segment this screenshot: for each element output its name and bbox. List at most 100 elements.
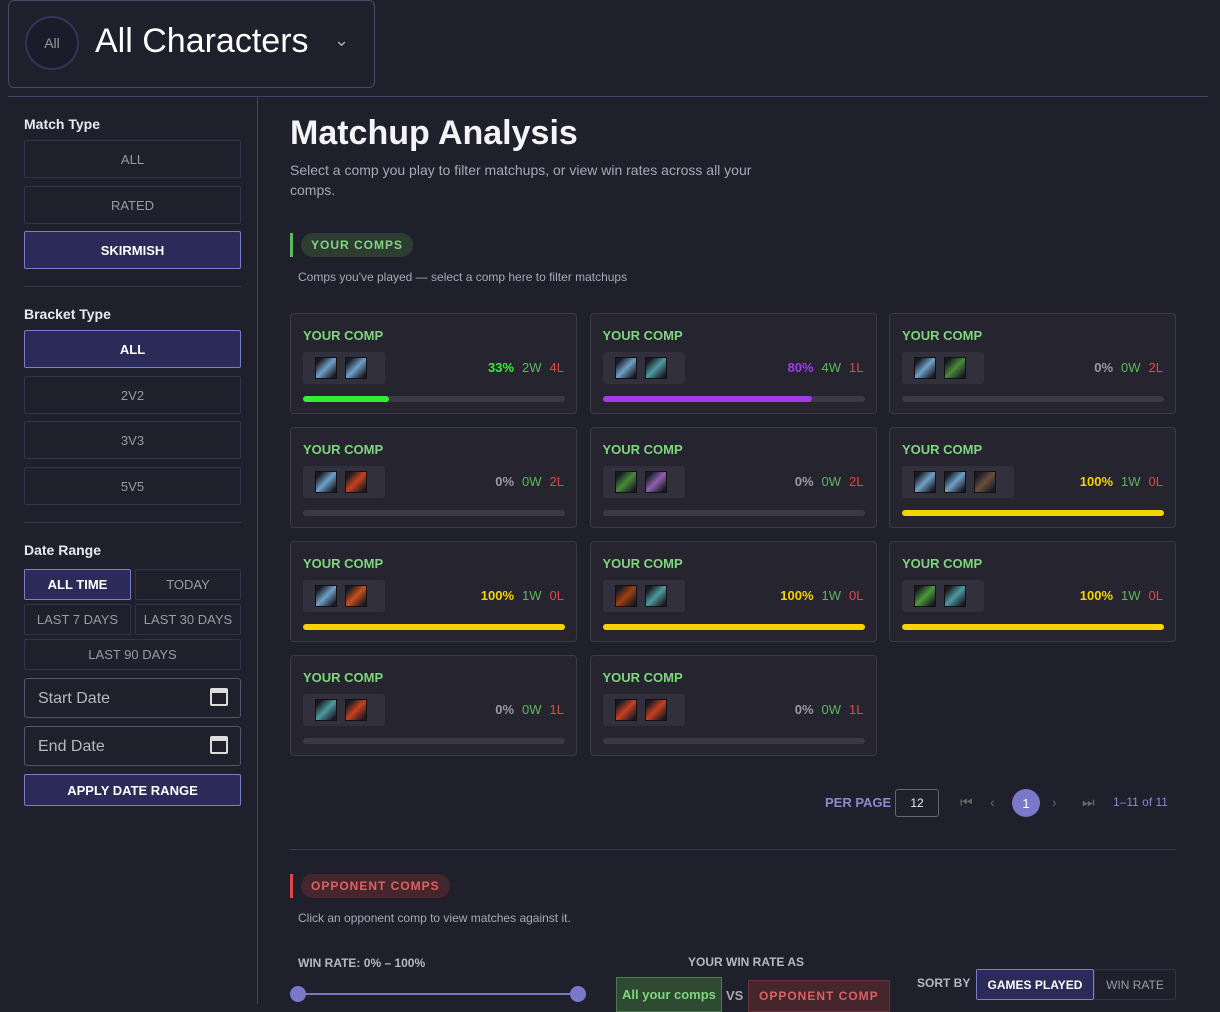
comp-label: YOUR COMP [303, 328, 384, 343]
progress-track [303, 738, 565, 744]
win-rate: 0% [794, 474, 814, 489]
vs-label: VS [726, 988, 744, 1003]
losses: 2L [549, 474, 564, 489]
comp-card[interactable]: YOUR COMP 100% 1W 0L [889, 427, 1176, 528]
win-rate: 33% [488, 360, 515, 375]
spec-icon [644, 357, 667, 379]
slider-thumb[interactable] [570, 986, 586, 1002]
icon-group [602, 352, 685, 384]
option-button[interactable]: 5V5 [24, 467, 241, 505]
date-input[interactable]: Start Date [24, 678, 241, 718]
spec-icon [914, 357, 936, 379]
comp-stats: 100% 1W 0L [1080, 588, 1163, 603]
progress-bar [902, 510, 1164, 516]
date-option[interactable]: TODAY [135, 569, 241, 600]
comp-stats: 0% 0W 1L [795, 702, 864, 717]
win-rate: 100% [1079, 588, 1114, 603]
spec-icon [614, 699, 637, 721]
comp-card[interactable]: YOUR COMP 33% 2W 4L [290, 313, 577, 414]
placeholder: Start Date [38, 690, 111, 707]
icon-group [303, 352, 385, 384]
comp-card[interactable]: YOUR COMP 100% 1W 0L [589, 541, 877, 642]
comp-stats: 0% 0W 2L [795, 474, 864, 489]
per-page-label: PER PAGE [825, 795, 892, 810]
wins: 1W [522, 588, 542, 603]
option-button[interactable]: 3V3 [24, 421, 241, 459]
page-title: Matchup Analysis [290, 114, 578, 152]
spec-icon [345, 699, 367, 721]
progress-bar [602, 396, 813, 402]
option-button[interactable]: SKIRMISH [24, 231, 241, 269]
page-nav[interactable]: › [1052, 794, 1057, 810]
divider [290, 849, 1176, 850]
page-nav[interactable]: ‹ [990, 794, 995, 810]
comp-card[interactable]: YOUR COMP 80% 4W 1L [589, 313, 877, 414]
win-rate: 0% [495, 702, 515, 717]
divider [8, 96, 1208, 97]
spec-icon [315, 699, 337, 721]
date-option[interactable]: LAST 30 DAYS [135, 604, 241, 635]
comp-card[interactable]: YOUR COMP 0% 0W 1L [290, 655, 577, 756]
calendar-icon [210, 736, 228, 754]
comp-card[interactable]: YOUR COMP 0% 0W 2L [290, 427, 577, 528]
comp-selector[interactable]: OPPONENT COMP [748, 980, 890, 1012]
option-button[interactable]: ALL [24, 330, 241, 368]
spec-icon [644, 699, 667, 721]
comp-card[interactable]: YOUR COMP 0% 0W 1L [589, 655, 877, 756]
per-page-select[interactable]: 12 [895, 789, 939, 817]
character-title: All Characters [95, 22, 309, 60]
date-option[interactable]: LAST 90 DAYS [24, 639, 241, 670]
section-label: Match Type [24, 116, 100, 132]
sort-option[interactable]: WIN RATE [1094, 969, 1176, 1000]
spec-icon [914, 585, 936, 607]
avatar: All [25, 16, 79, 70]
comp-card[interactable]: YOUR COMP 100% 1W 0L [290, 541, 577, 642]
losses: 0L [849, 588, 864, 603]
comp-selector[interactable]: All your comps [616, 977, 722, 1012]
spec-icon [315, 585, 337, 607]
spec-icon [944, 585, 966, 607]
page-nav[interactable]: ⏮ [960, 794, 973, 810]
losses: 1L [849, 360, 864, 375]
accent [290, 233, 293, 257]
wins: 1W [1121, 588, 1141, 603]
comp-label: YOUR COMP [902, 442, 983, 457]
comp-label: YOUR COMP [902, 328, 983, 343]
comp-label: YOUR COMP [602, 556, 683, 571]
date-input[interactable]: End Date [24, 726, 241, 766]
spec-icon [944, 357, 966, 379]
apply-button[interactable]: APPLY DATE RANGE [24, 774, 241, 806]
progress-bar [303, 624, 565, 630]
win-rate: 80% [787, 360, 814, 375]
comp-stats: 33% 2W 4L [488, 360, 564, 375]
slider-thumb[interactable] [290, 986, 306, 1002]
option-button[interactable]: RATED [24, 186, 241, 224]
page-nav[interactable]: ⏭ [1082, 794, 1095, 810]
wins: 4W [821, 360, 842, 375]
comp-stats: 80% 4W 1L [788, 360, 864, 375]
current-page[interactable]: 1 [1012, 789, 1040, 817]
spec-icon [345, 585, 367, 607]
icon-group [602, 694, 685, 726]
option-button[interactable]: 2V2 [24, 376, 241, 414]
spec-icon [614, 585, 637, 607]
progress-track [303, 396, 565, 402]
comp-card[interactable]: YOUR COMP 100% 1W 0L [889, 541, 1176, 642]
comp-card[interactable]: YOUR COMP 0% 0W 2L [589, 427, 877, 528]
wins: 1W [1121, 474, 1141, 489]
date-option[interactable]: LAST 7 DAYS [24, 604, 131, 635]
calendar-icon [210, 688, 228, 706]
date-option[interactable]: ALL TIME [24, 569, 131, 600]
sort-option[interactable]: GAMES PLAYED [976, 969, 1094, 1000]
comp-stats: 100% 1W 0L [481, 588, 564, 603]
losses: 2L [849, 474, 864, 489]
icon-group [902, 580, 984, 612]
progress-bar [902, 624, 1164, 630]
comp-card[interactable]: YOUR COMP 0% 0W 2L [889, 313, 1176, 414]
option-button[interactable]: ALL [24, 140, 241, 178]
dropdown-arrow[interactable]: ⌄ [334, 30, 350, 50]
win-rate: 0% [1094, 360, 1114, 375]
icon-group [303, 466, 385, 498]
character-selector[interactable] [8, 0, 375, 88]
